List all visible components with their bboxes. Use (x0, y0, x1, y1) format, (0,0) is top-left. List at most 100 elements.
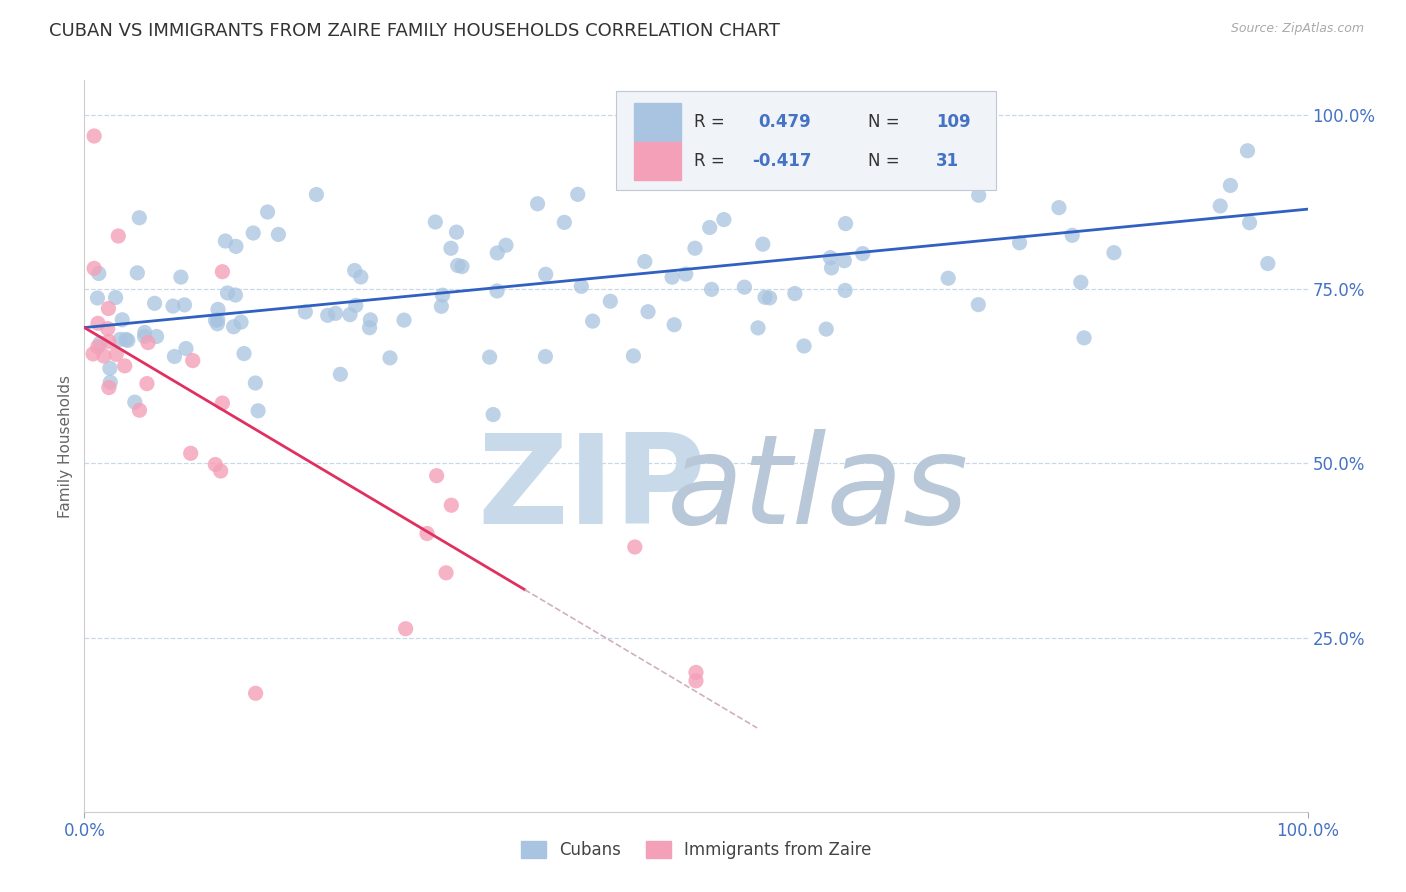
Point (325, 306, 347, 320)
Point (700, 282, 723, 296)
Point (207, 302, 229, 317)
Point (440, 241, 463, 255)
Point (967, 188, 990, 202)
Point (224, 288, 246, 302)
Point (685, 673, 707, 688)
Point (145, 329, 167, 343)
Point (124, 395, 146, 409)
Text: R =: R = (693, 113, 724, 131)
Point (104, 291, 127, 305)
Point (754, 290, 776, 304)
Text: CUBAN VS IMMIGRANTS FROM ZAIRE FAMILY HOUSEHOLDS CORRELATION CHART: CUBAN VS IMMIGRANTS FROM ZAIRE FAMILY HO… (49, 22, 780, 40)
Point (83, 128, 105, 143)
Point (344, 298, 367, 312)
Point (395, 622, 418, 636)
Point (134, 326, 156, 340)
Point (222, 319, 245, 334)
Point (567, 187, 589, 202)
Point (245, 686, 267, 700)
Text: ZIP: ZIP (478, 429, 706, 550)
Point (173, 298, 195, 312)
Point (534, 268, 557, 282)
Point (82, 347, 104, 361)
Point (225, 239, 247, 253)
Point (1219, 178, 1241, 193)
Point (661, 270, 683, 285)
Point (834, 253, 856, 268)
Point (793, 339, 815, 353)
Point (163, 350, 186, 364)
Point (339, 308, 361, 322)
Point (204, 458, 226, 472)
Point (425, 215, 447, 229)
Point (1236, 144, 1258, 158)
Point (105, 347, 128, 361)
Point (378, 351, 401, 365)
Point (117, 334, 139, 348)
Point (134, 329, 156, 343)
Point (783, 286, 806, 301)
Point (675, 267, 697, 281)
Point (495, 238, 517, 252)
Point (359, 313, 381, 327)
Point (834, 217, 856, 231)
Text: 0.479: 0.479 (758, 113, 811, 131)
Point (98, 361, 121, 376)
Point (815, 322, 838, 336)
Point (204, 313, 226, 327)
Point (581, 314, 603, 328)
Point (447, 259, 470, 273)
Point (752, 237, 775, 252)
Point (97, 334, 120, 349)
Point (86, 291, 108, 305)
Point (713, 212, 735, 227)
Point (1102, 245, 1125, 260)
FancyBboxPatch shape (634, 103, 682, 141)
Legend: Cubans, Immigrants from Zaire: Cubans, Immigrants from Zaire (513, 834, 879, 865)
Point (217, 285, 239, 300)
Point (432, 288, 454, 302)
Point (685, 665, 707, 680)
Point (359, 320, 381, 334)
Point (316, 309, 339, 323)
Text: 109: 109 (936, 113, 970, 131)
Point (256, 205, 278, 219)
Point (98, 376, 121, 390)
Point (1239, 216, 1261, 230)
Point (114, 359, 136, 373)
Point (174, 342, 197, 356)
Point (305, 187, 328, 202)
Text: 31: 31 (936, 152, 959, 169)
Point (115, 333, 138, 347)
Point (128, 211, 150, 225)
Point (1070, 276, 1092, 290)
Point (526, 196, 548, 211)
Point (569, 279, 592, 293)
Point (242, 226, 264, 240)
Point (170, 270, 193, 285)
Point (478, 350, 501, 364)
Point (699, 220, 721, 235)
Point (111, 313, 134, 327)
Point (392, 313, 415, 327)
Text: N =: N = (869, 113, 900, 131)
Text: R =: R = (693, 152, 724, 169)
Point (820, 260, 842, 275)
Point (211, 265, 233, 279)
Point (451, 260, 474, 274)
Point (207, 312, 229, 326)
Point (107, 229, 129, 244)
Point (683, 241, 706, 255)
Point (486, 284, 509, 298)
Point (758, 291, 780, 305)
Point (87, 316, 110, 330)
Point (446, 225, 468, 239)
Point (245, 376, 267, 390)
Point (350, 269, 373, 284)
Text: Source: ZipAtlas.com: Source: ZipAtlas.com (1230, 22, 1364, 36)
Point (83, 261, 105, 276)
Point (97, 301, 120, 316)
Point (209, 464, 232, 478)
Point (1257, 256, 1279, 270)
Point (624, 540, 647, 554)
